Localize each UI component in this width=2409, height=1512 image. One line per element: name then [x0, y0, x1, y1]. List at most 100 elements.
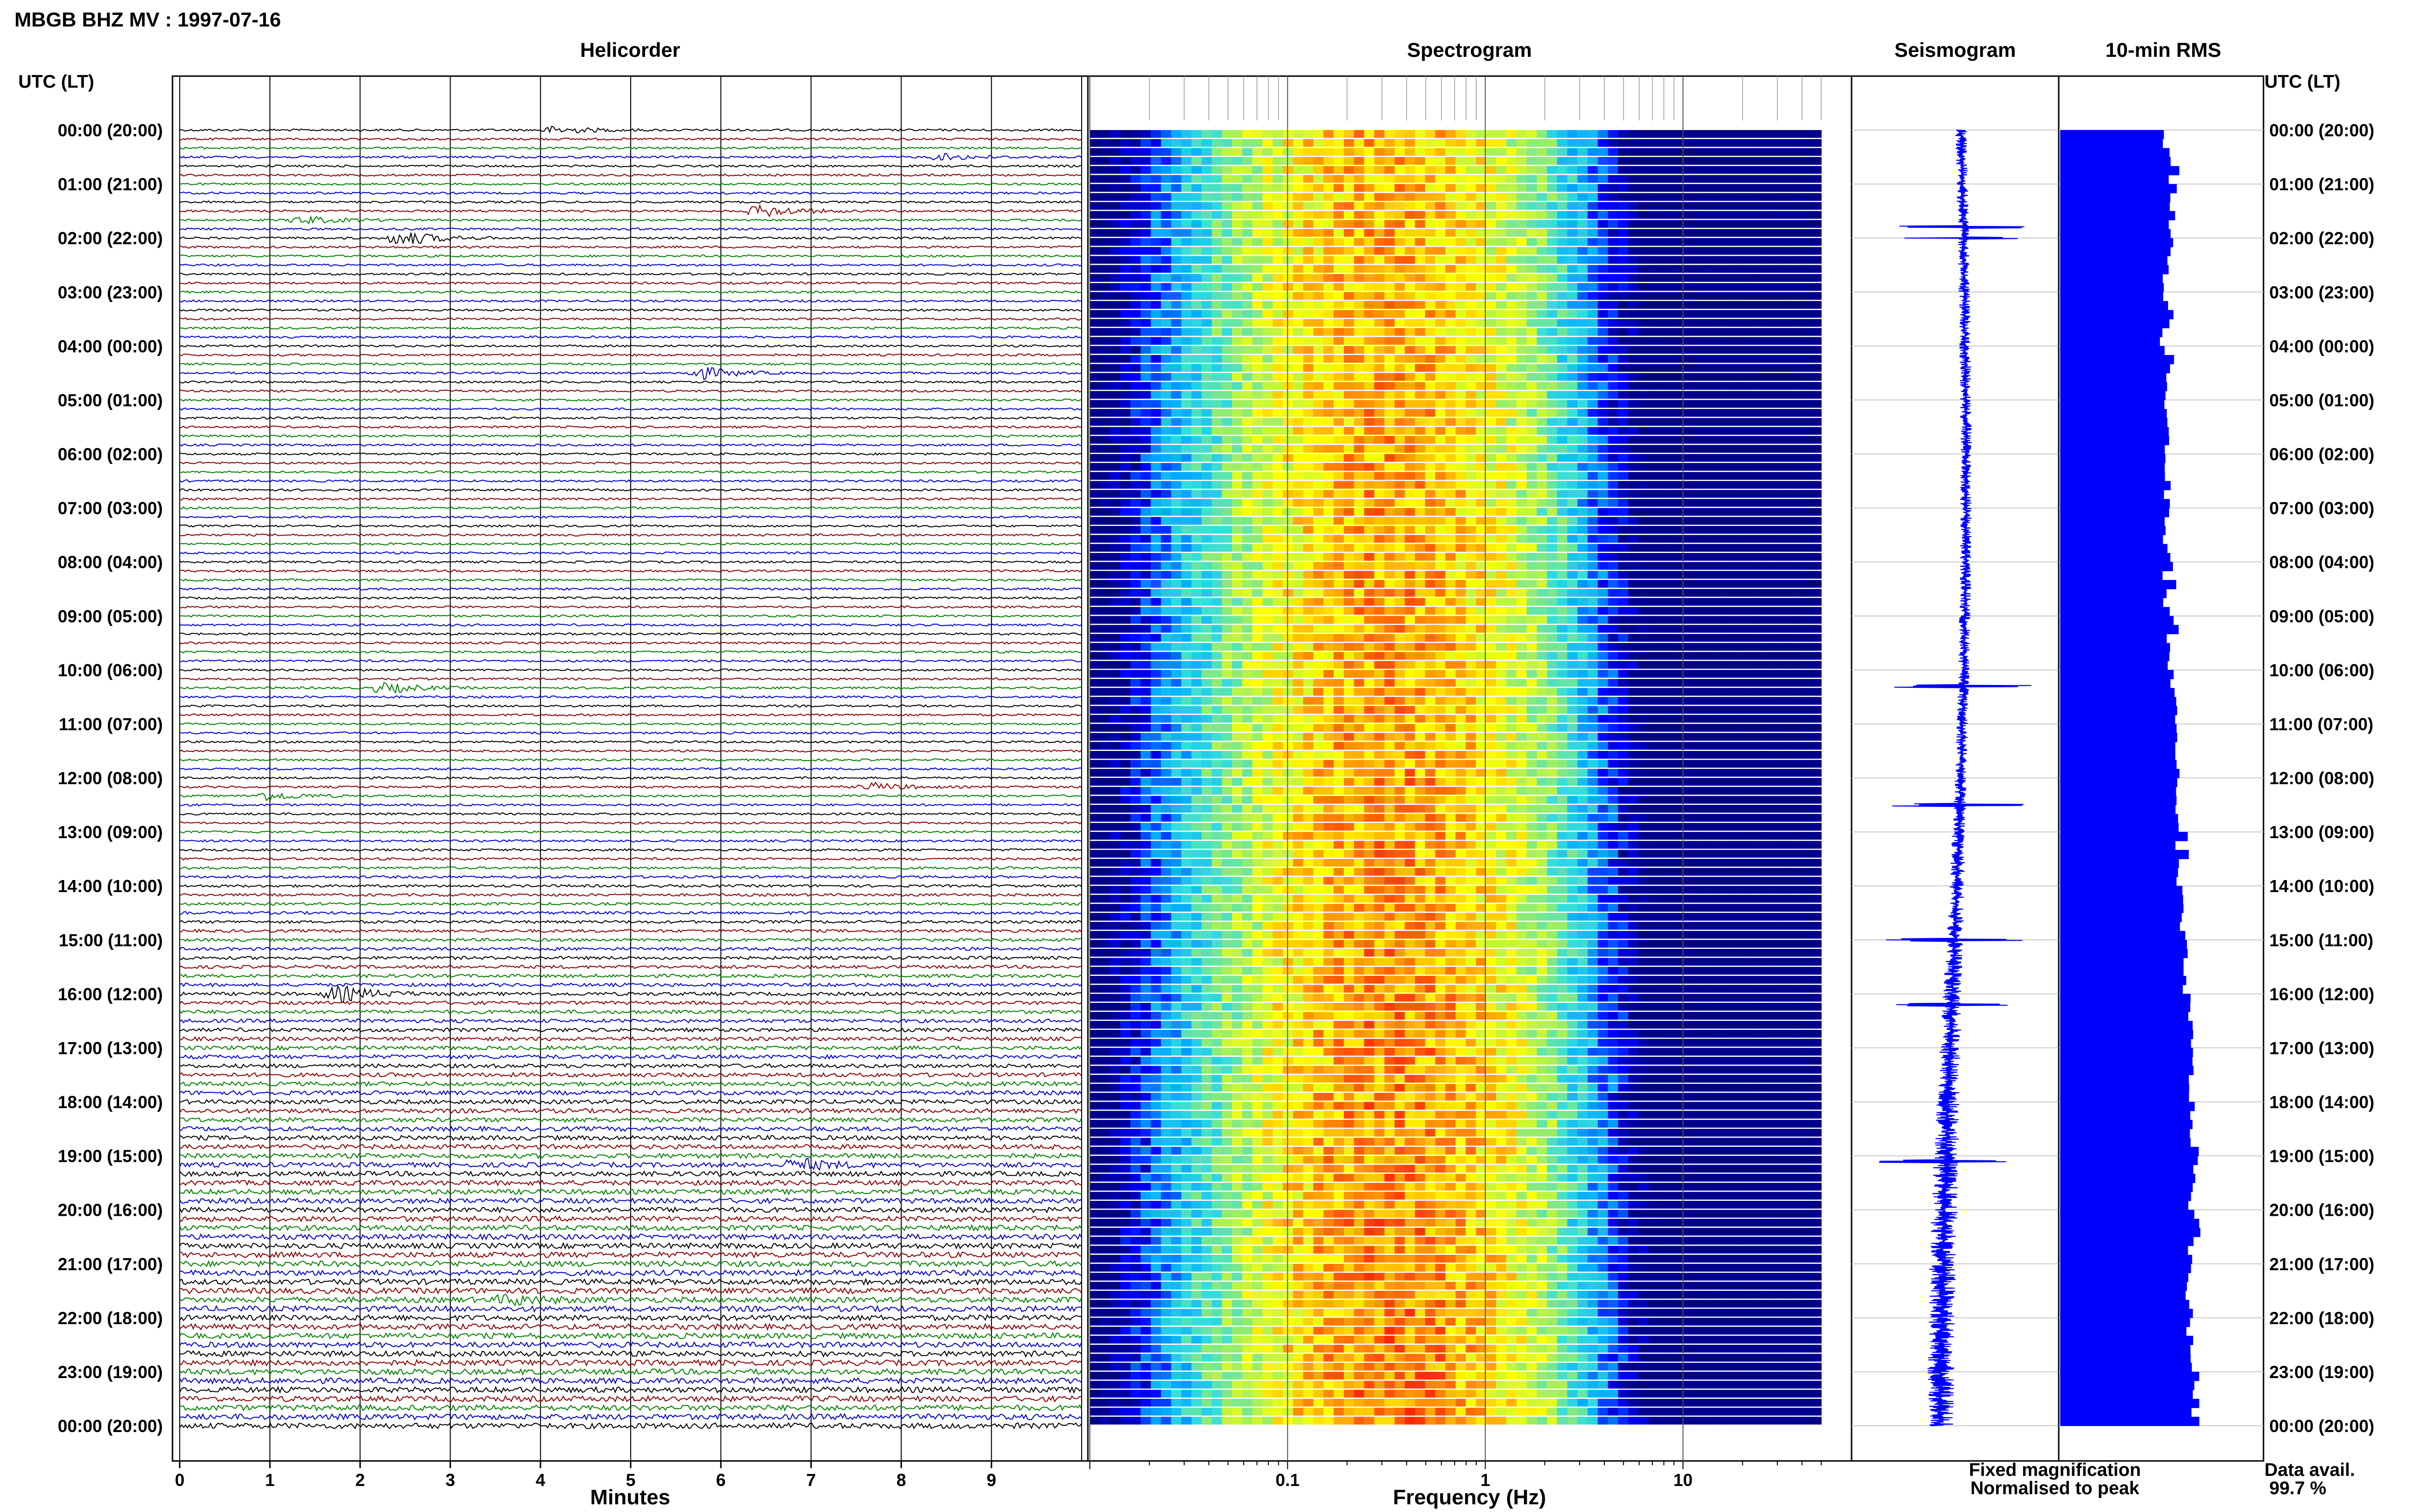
spectrogram-cell: [1790, 616, 1801, 624]
spectrogram-cell: [1384, 679, 1395, 687]
spectrogram-cell: [1212, 481, 1222, 489]
spectrogram-cell: [1120, 301, 1131, 309]
spectrogram-cell: [1293, 328, 1304, 336]
spectrogram-cell: [1425, 472, 1436, 480]
spectrogram-cell: [1435, 499, 1446, 507]
left-time-label: 22:00 (18:00): [58, 1308, 163, 1328]
spectrogram-cell: [1394, 364, 1405, 372]
spectrogram-cell: [1272, 526, 1284, 534]
spectrogram-cell: [1212, 562, 1222, 570]
spectrogram-cell: [1709, 661, 1720, 669]
spectrogram-cell: [1618, 346, 1629, 354]
spectrogram-cell: [1364, 589, 1375, 597]
spectrogram-cell: [1151, 409, 1162, 417]
spectrogram-cell: [1262, 589, 1273, 597]
spectrogram-cell: [1364, 265, 1375, 273]
spectrogram-cell: [1628, 661, 1639, 669]
spectrogram-cell: [1567, 679, 1578, 687]
spectrogram-cell: [1456, 247, 1466, 255]
helicorder-trace-row: [179, 551, 1082, 555]
helicorder-trace-row: [179, 1377, 1082, 1385]
helicorder-x-tick-label: 3: [446, 1470, 455, 1490]
spectrogram-cell: [1456, 490, 1466, 498]
spectrogram-cell: [1709, 355, 1720, 363]
spectrogram-cell: [1780, 265, 1791, 273]
spectrogram-cell: [1344, 562, 1354, 570]
spectrogram-cell: [1272, 427, 1284, 435]
spectrogram-cell: [1760, 247, 1771, 255]
spectrogram-cell: [1415, 382, 1426, 390]
spectrogram-cell: [1232, 535, 1243, 543]
spectrogram-cell: [1588, 445, 1598, 453]
spectrogram-cell: [1364, 571, 1375, 579]
spectrogram-cell: [1577, 274, 1588, 282]
spectrogram-cell: [1364, 355, 1375, 363]
spectrogram-cell: [1130, 292, 1141, 300]
spectrogram-cell: [1466, 697, 1476, 705]
spectrogram-cell: [1526, 634, 1537, 642]
spectrogram-cell: [1658, 364, 1669, 372]
spectrogram-cell: [1090, 148, 1100, 156]
spectrogram-cell: [1334, 175, 1344, 183]
spectrogram-cell: [1516, 382, 1527, 390]
spectrogram-cell: [1161, 193, 1172, 201]
spectrogram-cell: [1648, 283, 1659, 291]
spectrogram-cell: [1689, 472, 1700, 480]
spectrogram-cell: [1090, 301, 1100, 309]
spectrogram-cell: [1262, 580, 1273, 588]
spectrogram-cell: [1526, 238, 1537, 246]
spectrogram-cell: [1638, 607, 1649, 615]
spectrogram-cell: [1222, 328, 1232, 336]
spectrogram-cell: [1201, 364, 1212, 372]
spectrogram-cell: [1374, 337, 1385, 345]
spectrogram-cell: [1364, 373, 1375, 381]
spectrogram-cell: [1283, 256, 1294, 264]
spectrogram-cell: [1536, 409, 1548, 417]
spectrogram-cell: [1262, 526, 1273, 534]
spectrogram-cell: [1262, 364, 1273, 372]
spectrogram-cell: [1374, 148, 1385, 156]
spectrogram-cell: [1252, 256, 1263, 264]
spectrogram-cell: [1760, 391, 1771, 399]
spectrogram-cell: [1171, 328, 1182, 336]
spectrogram-cell: [1201, 139, 1212, 147]
spectrogram-cell: [1364, 418, 1375, 426]
spectrogram-cell: [1394, 283, 1405, 291]
spectrogram-cell: [1506, 292, 1517, 300]
spectrogram-cell: [1720, 310, 1731, 318]
spectrogram-cell: [1110, 526, 1121, 534]
spectrogram-cell: [1486, 616, 1497, 624]
spectrogram-cell: [1547, 625, 1558, 633]
spectrogram-cell: [1800, 175, 1812, 183]
spectrogram-cell: [1445, 436, 1456, 444]
spectrogram-cell: [1252, 436, 1263, 444]
helicorder-trace-row: [179, 1422, 1082, 1430]
spectrogram-cell: [1090, 364, 1100, 372]
spectrogram-cell: [1404, 418, 1416, 426]
spectrogram-cell: [1120, 589, 1131, 597]
spectrogram-cell: [1354, 283, 1365, 291]
spectrogram-cell: [1668, 310, 1680, 318]
spectrogram-cell: [1252, 265, 1263, 273]
spectrogram-cell: [1130, 310, 1141, 318]
spectrogram-cell: [1730, 238, 1741, 246]
spectrogram-cell: [1425, 463, 1436, 471]
spectrogram-cell: [1090, 526, 1100, 534]
spectrogram-cell: [1334, 283, 1344, 291]
spectrogram-cell: [1212, 247, 1222, 255]
spectrogram-cell: [1506, 463, 1517, 471]
spectrogram-cell: [1720, 130, 1731, 138]
spectrogram-cell: [1303, 634, 1314, 642]
spectrogram-cell: [1577, 490, 1588, 498]
spectrogram-cell: [1222, 616, 1232, 624]
spectrogram-cell: [1567, 472, 1578, 480]
spectrogram-cell: [1790, 139, 1801, 147]
spectrogram-cell: [1283, 472, 1294, 480]
helicorder-trace-row: [179, 164, 1082, 168]
spectrogram-cell: [1394, 346, 1405, 354]
spectrogram-cell: [1618, 256, 1629, 264]
helicorder-trace-row: [179, 367, 1082, 381]
left-time-label: 00:00 (20:00): [58, 120, 163, 140]
spectrogram-cell: [1486, 238, 1497, 246]
spectrogram-cell: [1313, 499, 1324, 507]
